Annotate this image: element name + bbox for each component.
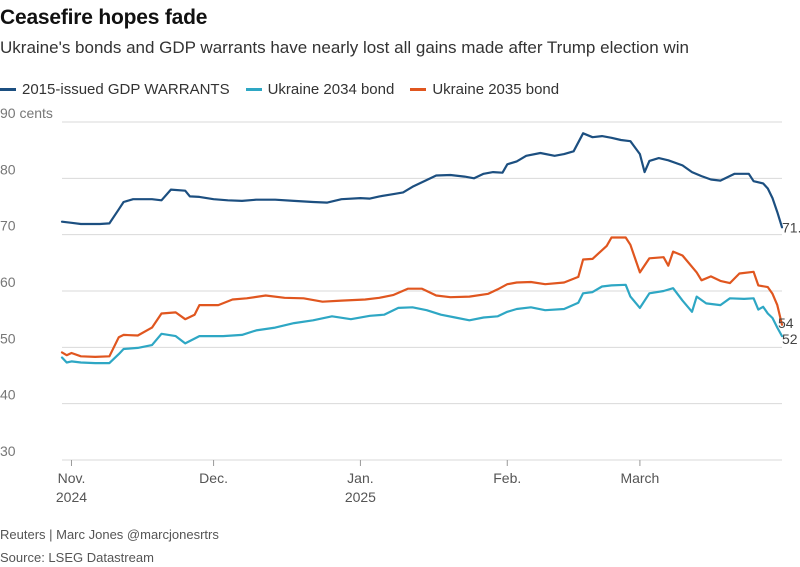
x-tick-label-2: Jan.	[347, 470, 373, 486]
y-tick-label-60: 60	[0, 274, 16, 290]
x-tick-label-0: Nov.	[58, 470, 86, 486]
legend-item-2034-bond: Ukraine 2034 bond	[245, 80, 395, 98]
end-label-2034-bond: 52	[782, 331, 798, 347]
legend-swatch-2034-bond	[245, 87, 262, 91]
legend-label-2035-bond: Ukraine 2035 bond	[432, 80, 560, 98]
x-tick-label-0-year: 2024	[56, 489, 87, 505]
chart-title: Ceasefire hopes fade	[0, 6, 208, 29]
series-line-2034-bond	[60, 283, 784, 365]
legend-label-2034-bond: Ukraine 2034 bond	[267, 80, 395, 98]
legend: 2015-issued GDP WARRANTS Ukraine 2034 bo…	[0, 79, 575, 99]
credit-line: Reuters | Marc Jones @marcjonesrtrs	[0, 527, 219, 542]
end-label-gdp-warrants: 71.3	[782, 219, 800, 235]
legend-label-gdp-warrants: 2015-issued GDP WARRANTS	[22, 80, 230, 98]
source-line: Source: LSEG Datastream	[0, 550, 154, 565]
line-chart: 30 40 50 60 70 80 90 cents Nov. 2024 Dec. Jan. 2025…	[0, 105, 800, 505]
x-tick-label-2-year: 2025	[345, 489, 376, 505]
y-tick-label-80: 80	[0, 161, 16, 177]
x-tick-label-4: March	[620, 470, 659, 486]
x-tick-label-1: Dec.	[199, 470, 228, 486]
legend-swatch-gdp-warrants	[0, 87, 16, 91]
y-tick-label-30: 30	[0, 443, 16, 459]
x-tick-label-3: Feb.	[493, 470, 521, 486]
y-tick-label-70: 70	[0, 218, 16, 234]
y-tick-label-40: 40	[0, 387, 16, 403]
end-label-2035-bond: 54	[778, 315, 794, 331]
y-tick-label-90: 90 cents	[0, 105, 53, 121]
legend-item-2035-bond: Ukraine 2035 bond	[410, 81, 559, 98]
series-line-2035-bond	[60, 236, 784, 358]
legend-item-gdp-warrants: 2015-issued GDP WARRANTS	[0, 81, 230, 98]
y-tick-label-50: 50	[0, 330, 16, 346]
series-line-gdp-warrants	[60, 132, 784, 229]
legend-swatch-2035-bond	[410, 87, 427, 91]
chart-subtitle: Ukraine's bonds and GDP warrants have ne…	[0, 38, 689, 57]
